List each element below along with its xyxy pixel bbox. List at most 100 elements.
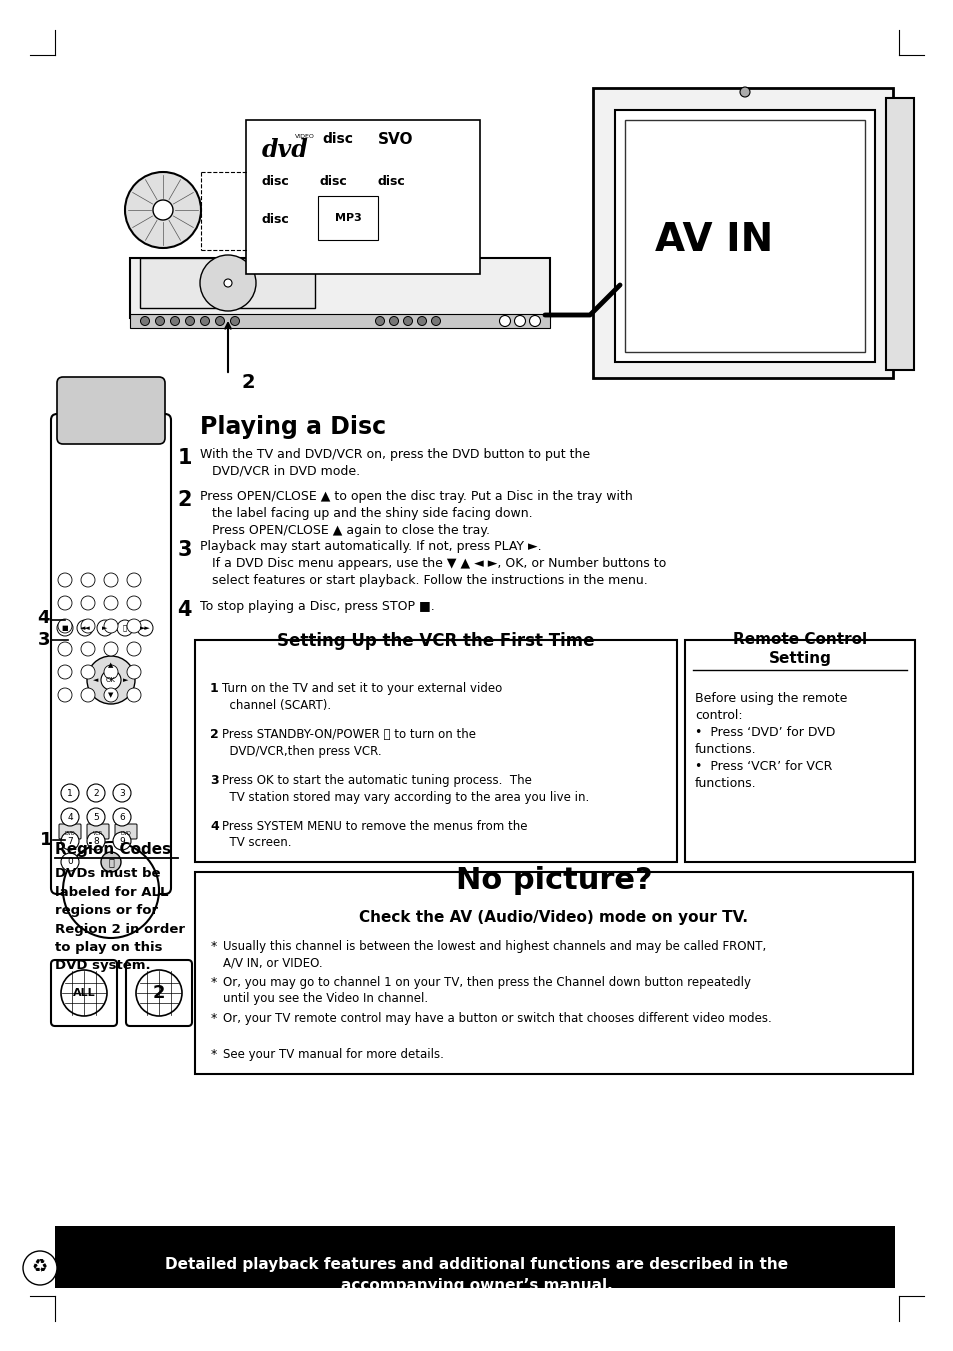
Text: Usually this channel is between the lowest and highest channels and may be calle: Usually this channel is between the lowe… — [223, 940, 765, 969]
Circle shape — [224, 280, 232, 286]
Circle shape — [104, 642, 118, 657]
Circle shape — [200, 255, 255, 311]
Text: SVO: SVO — [377, 132, 413, 147]
Circle shape — [375, 316, 384, 326]
Text: ■: ■ — [62, 626, 69, 631]
Circle shape — [104, 596, 118, 611]
Circle shape — [231, 316, 239, 326]
Text: Press OPEN/CLOSE ▲ to open the disc tray. Put a Disc in the tray with
   the lab: Press OPEN/CLOSE ▲ to open the disc tray… — [200, 490, 632, 536]
Circle shape — [127, 573, 141, 586]
Circle shape — [23, 1251, 57, 1285]
Text: dvd: dvd — [262, 138, 309, 162]
Text: 1: 1 — [39, 831, 52, 848]
Text: ►►: ►► — [139, 626, 151, 631]
Circle shape — [97, 620, 112, 636]
Text: ⏻: ⏻ — [108, 857, 113, 867]
Text: 4: 4 — [210, 820, 218, 834]
Text: ▲: ▲ — [109, 662, 113, 667]
Text: VCR: VCR — [92, 831, 103, 836]
Circle shape — [140, 316, 150, 326]
Text: *: * — [211, 1048, 217, 1061]
Circle shape — [514, 316, 525, 327]
Text: disc: disc — [322, 132, 353, 146]
FancyBboxPatch shape — [194, 640, 677, 862]
Circle shape — [185, 316, 194, 326]
Text: 5: 5 — [93, 812, 99, 821]
FancyBboxPatch shape — [593, 88, 892, 378]
Circle shape — [155, 316, 164, 326]
Circle shape — [58, 665, 71, 680]
Text: ◄◄: ◄◄ — [79, 626, 91, 631]
Circle shape — [81, 688, 95, 703]
Circle shape — [499, 316, 510, 327]
Circle shape — [58, 596, 71, 611]
Text: Or, you may go to channel 1 on your TV, then press the Channel down button repea: Or, you may go to channel 1 on your TV, … — [223, 975, 750, 1005]
Circle shape — [104, 619, 118, 634]
Circle shape — [112, 808, 131, 825]
Circle shape — [63, 842, 159, 938]
Circle shape — [81, 573, 95, 586]
Bar — [130, 313, 550, 328]
FancyBboxPatch shape — [140, 258, 314, 308]
Text: Or, your TV remote control may have a button or switch that chooses different vi: Or, your TV remote control may have a bu… — [223, 1012, 771, 1025]
Text: 7: 7 — [67, 836, 72, 846]
Text: With the TV and DVD/VCR on, press the DVD button to put the
   DVD/VCR in DVD mo: With the TV and DVD/VCR on, press the DV… — [200, 449, 590, 478]
FancyBboxPatch shape — [194, 871, 912, 1074]
Text: Setting Up the VCR the First Time: Setting Up the VCR the First Time — [277, 632, 594, 650]
Text: Press STANDBY-ON/POWER ⏻ to turn on the
  DVD/VCR,then press VCR.: Press STANDBY-ON/POWER ⏻ to turn on the … — [222, 728, 476, 758]
Circle shape — [403, 316, 412, 326]
Text: 3: 3 — [210, 774, 218, 788]
Text: ALL: ALL — [72, 988, 95, 998]
Text: ♻: ♻ — [31, 1259, 48, 1277]
Text: disc: disc — [262, 213, 290, 226]
FancyBboxPatch shape — [51, 961, 117, 1025]
Circle shape — [127, 642, 141, 657]
Text: VIDEO: VIDEO — [294, 134, 314, 139]
Circle shape — [101, 670, 121, 690]
Text: DVD: DVD — [120, 831, 132, 836]
Text: 1: 1 — [177, 449, 192, 467]
Circle shape — [77, 620, 92, 636]
FancyBboxPatch shape — [59, 824, 81, 839]
Text: To stop playing a Disc, press STOP ■.: To stop playing a Disc, press STOP ■. — [200, 600, 435, 613]
Circle shape — [58, 642, 71, 657]
Circle shape — [87, 657, 135, 704]
Circle shape — [61, 832, 79, 850]
Text: Playback may start automatically. If not, press PLAY ►.
   If a DVD Disc menu ap: Playback may start automatically. If not… — [200, 540, 665, 586]
Circle shape — [61, 970, 107, 1016]
Circle shape — [171, 316, 179, 326]
Circle shape — [125, 172, 201, 249]
Text: *: * — [211, 940, 217, 952]
Text: 2: 2 — [210, 728, 218, 740]
Circle shape — [58, 688, 71, 703]
Text: 2: 2 — [152, 984, 165, 1002]
Text: 4: 4 — [177, 600, 192, 620]
Text: Before using the remote
control:
•  Press ‘DVD’ for DVD
functions.
•  Press ‘VCR: Before using the remote control: • Press… — [695, 692, 846, 790]
Text: 2: 2 — [93, 789, 99, 797]
Text: 4: 4 — [37, 609, 50, 627]
Circle shape — [127, 665, 141, 680]
Text: ▼: ▼ — [109, 692, 113, 698]
Text: 3: 3 — [37, 631, 50, 648]
Text: Turn on the TV and set it to your external video
  channel (SCART).: Turn on the TV and set it to your extern… — [222, 682, 501, 712]
Text: Region Codes: Region Codes — [55, 842, 171, 857]
Text: Remote Control
Setting: Remote Control Setting — [732, 632, 866, 666]
Circle shape — [431, 316, 440, 326]
Text: 4: 4 — [67, 812, 72, 821]
Text: MP3: MP3 — [335, 213, 361, 223]
Text: Press SYSTEM MENU to remove the menus from the
  TV screen.: Press SYSTEM MENU to remove the menus fr… — [222, 820, 527, 850]
Circle shape — [61, 852, 79, 871]
Bar — [55, 1225, 894, 1288]
Circle shape — [104, 688, 118, 703]
Text: disc: disc — [262, 176, 290, 188]
Circle shape — [104, 573, 118, 586]
Text: ◄: ◄ — [93, 677, 98, 684]
Circle shape — [87, 784, 105, 802]
Circle shape — [127, 596, 141, 611]
Circle shape — [740, 86, 749, 97]
FancyBboxPatch shape — [885, 99, 913, 370]
Circle shape — [529, 316, 540, 327]
Text: disc: disc — [377, 176, 405, 188]
Text: Playing a Disc: Playing a Disc — [200, 415, 386, 439]
FancyBboxPatch shape — [615, 109, 874, 362]
